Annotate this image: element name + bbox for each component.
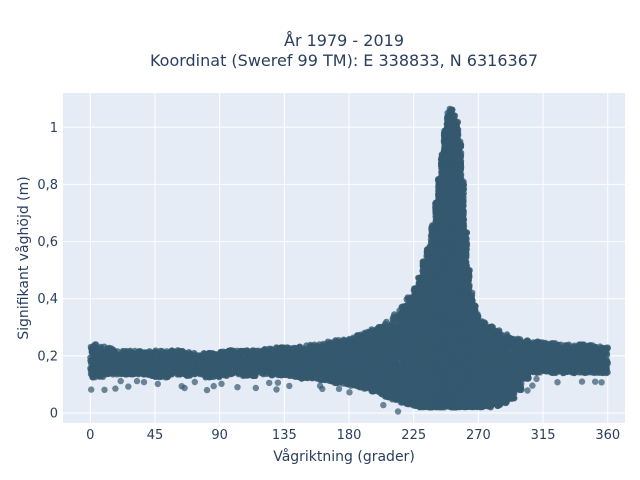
data-point — [327, 353, 334, 360]
data-point — [380, 401, 387, 409]
data-point — [268, 351, 275, 358]
data-point — [140, 378, 148, 386]
data-point — [354, 372, 362, 379]
data-point — [166, 351, 173, 359]
data-point — [115, 360, 123, 368]
data-point — [404, 356, 411, 363]
data-point — [224, 349, 232, 356]
data-point — [338, 359, 346, 366]
data-point — [181, 384, 188, 392]
data-point — [102, 349, 109, 356]
data-point — [390, 364, 397, 371]
data-point — [348, 380, 355, 387]
data-point — [335, 385, 343, 393]
data-point — [290, 354, 297, 361]
data-point — [202, 358, 210, 365]
data-point — [346, 389, 353, 396]
chart-title-line-1: År 1979 - 2019 — [284, 31, 404, 50]
data-point — [102, 371, 110, 378]
data-point — [383, 349, 391, 356]
data-point — [188, 368, 195, 375]
data-point — [145, 349, 152, 356]
data-point — [109, 354, 116, 362]
data-point — [260, 346, 268, 354]
data-point — [397, 314, 404, 321]
data-point — [117, 377, 124, 385]
data-point — [319, 385, 326, 393]
data-point — [89, 352, 96, 360]
data-point — [94, 371, 101, 379]
data-point — [188, 362, 195, 369]
data-point — [346, 372, 353, 379]
data-point — [239, 348, 246, 355]
data-point — [367, 356, 375, 364]
data-point — [112, 385, 119, 392]
data-point — [123, 355, 130, 363]
data-point — [392, 357, 400, 364]
data-point — [286, 382, 293, 390]
data-point — [188, 355, 195, 362]
data-point — [110, 347, 117, 354]
data-point — [88, 386, 95, 393]
data-point — [273, 386, 280, 393]
data-point — [383, 356, 390, 364]
data-point — [210, 351, 217, 358]
data-point — [275, 363, 282, 371]
data-point — [267, 361, 274, 369]
data-point — [383, 318, 390, 326]
data-point — [133, 377, 141, 385]
data-point — [247, 363, 254, 371]
data-point — [203, 386, 211, 394]
data-point — [390, 376, 398, 383]
data-point — [391, 311, 398, 318]
data-point — [396, 374, 403, 381]
data-point — [125, 383, 132, 390]
data-point — [101, 386, 108, 393]
data-point — [95, 347, 102, 355]
chart-title-line-2: Koordinat (Sweref 99 TM): E 338833, N 63… — [150, 51, 538, 70]
data-point — [154, 380, 161, 388]
data-points — [87, 105, 611, 415]
data-point — [266, 379, 273, 387]
data-point — [347, 338, 354, 346]
data-point — [403, 314, 411, 322]
data-point — [310, 362, 317, 369]
data-point — [253, 369, 260, 376]
data-point — [382, 368, 390, 375]
data-point — [252, 384, 259, 392]
data-point — [289, 345, 296, 352]
data-point — [332, 338, 339, 345]
data-point — [325, 377, 332, 384]
data-point — [302, 370, 310, 377]
data-point — [317, 356, 325, 363]
data-point — [234, 384, 241, 391]
data-point — [303, 342, 310, 349]
data-point — [166, 368, 173, 375]
data-point — [346, 349, 353, 356]
data-point — [231, 360, 238, 367]
data-point — [87, 370, 95, 378]
data-point — [88, 345, 95, 352]
data-point — [353, 357, 360, 364]
data-point — [281, 347, 288, 354]
data-point — [354, 332, 361, 339]
data-point — [403, 390, 410, 397]
data-point — [397, 334, 404, 341]
data-point — [394, 408, 402, 415]
data-point — [191, 378, 198, 386]
data-point — [390, 343, 397, 350]
data-point — [218, 380, 225, 387]
data-point — [210, 382, 217, 390]
data-point — [274, 379, 282, 386]
data-point — [361, 366, 368, 373]
data-point — [404, 327, 412, 334]
